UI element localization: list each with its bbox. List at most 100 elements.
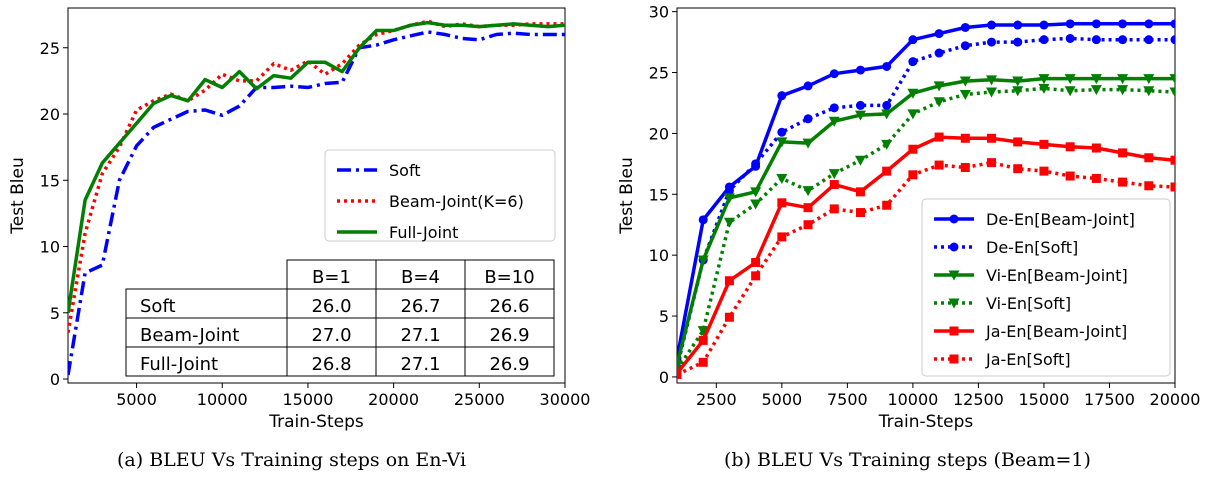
series-line-0 [68, 30, 565, 376]
x-tick-label: 25000 [454, 390, 505, 409]
table-header-cell [464, 259, 555, 290]
axes-frame [676, 7, 1176, 384]
y-axis-label: Test Bleu [8, 157, 28, 235]
chart-b: 2500 5000 7500 10000 12500 15000 17500 20000 0 5 1… [617, 3, 1200, 432]
data-point [829, 180, 839, 190]
data-point [1091, 143, 1101, 153]
y-tick-label: 15 [40, 171, 60, 190]
data-point [986, 75, 998, 86]
data-point [750, 199, 762, 210]
data-point [1065, 142, 1075, 152]
table-value: 26.9 [489, 354, 529, 375]
x-tick-label: 5000 [761, 390, 802, 409]
data-point [1117, 74, 1129, 85]
series-line-2 [68, 20, 565, 314]
data-point [1170, 35, 1175, 45]
x-tick-label: 10000 [887, 390, 938, 409]
x-tick-label: 2500 [696, 390, 737, 409]
data-point [881, 139, 893, 150]
data-point [1170, 155, 1175, 165]
data-point [1013, 20, 1023, 30]
y-tick-label: 30 [649, 3, 669, 22]
caption-b: (b) BLEU Vs Training steps (Beam=1) [724, 449, 1091, 471]
data-point [1012, 76, 1024, 87]
data-point [908, 57, 918, 67]
y-tick-label: 0 [659, 368, 669, 387]
data-point [1091, 35, 1101, 45]
data-point [960, 162, 970, 172]
data-point [697, 255, 709, 266]
legend-label: De-En[Soft] [986, 238, 1078, 257]
x-axis-label: Train-Steps [878, 412, 974, 432]
table-value: 26.8 [311, 354, 351, 375]
data-point [1169, 87, 1175, 98]
table-cell [375, 317, 466, 348]
data-point [1039, 35, 1049, 45]
table-value: 26.7 [400, 296, 440, 317]
data-point [960, 22, 970, 32]
data-point [934, 160, 944, 170]
data-point [802, 186, 814, 197]
y-tick-label: 10 [40, 238, 60, 257]
data-point [1091, 173, 1101, 183]
plot-area [677, 19, 1175, 379]
data-point [803, 81, 813, 91]
x-tick-label: 10000 [197, 390, 248, 409]
data-point [1064, 86, 1076, 97]
data-point [855, 208, 865, 218]
data-point [1118, 177, 1128, 187]
legend-label: De-En[Beam-Joint] [986, 210, 1135, 229]
data-point [803, 220, 813, 230]
data-point [987, 133, 997, 143]
data-point [986, 87, 998, 98]
data-point [724, 276, 734, 286]
series-line-2 [677, 76, 1175, 366]
data-point [697, 326, 709, 337]
data-point [751, 271, 761, 281]
table-row-label: Beam-Joint [140, 325, 239, 346]
x-tick-label: 20000 [1150, 390, 1201, 409]
data-point [1038, 74, 1050, 85]
data-point [1065, 33, 1075, 43]
data-point [1013, 37, 1023, 47]
data-point [751, 159, 761, 169]
data-point [828, 169, 840, 180]
table-value: 27.1 [400, 354, 440, 375]
y-tick-label: 20 [649, 124, 669, 143]
data-point [776, 137, 788, 148]
data-point [698, 335, 708, 345]
table-header-text: B=10 [484, 267, 534, 288]
data-point [723, 193, 735, 204]
data-point [1090, 74, 1102, 85]
data-point [1117, 85, 1129, 96]
table-value: 26.9 [489, 325, 529, 346]
table-header-cell [286, 259, 377, 290]
data-point [1013, 164, 1023, 174]
legend-label: Vi-En[Soft] [986, 294, 1071, 313]
data-point [933, 81, 945, 92]
data-point [1144, 19, 1154, 29]
y-tick-label: 25 [40, 39, 60, 58]
data-point [934, 132, 944, 142]
legend-label: Beam-Joint(K=6) [389, 192, 524, 211]
data-point [987, 20, 997, 30]
plot-area [68, 19, 565, 376]
table-cell [464, 317, 555, 348]
data-point [855, 65, 865, 75]
data-point [854, 110, 866, 121]
data-point [1039, 20, 1049, 30]
table-header-text: B=4 [401, 267, 440, 288]
table-cell [125, 317, 288, 348]
y-tick-label: 10 [649, 246, 669, 265]
y-tick-label: 20 [40, 105, 60, 124]
table-cell [464, 288, 555, 319]
data-point [724, 312, 734, 322]
data-point [828, 116, 840, 127]
data-point [1013, 137, 1023, 147]
legend-label: Soft [389, 161, 421, 180]
data-point [1118, 19, 1128, 29]
data-point [882, 61, 892, 71]
data-point [723, 217, 735, 228]
x-tick-label: 20000 [368, 390, 419, 409]
